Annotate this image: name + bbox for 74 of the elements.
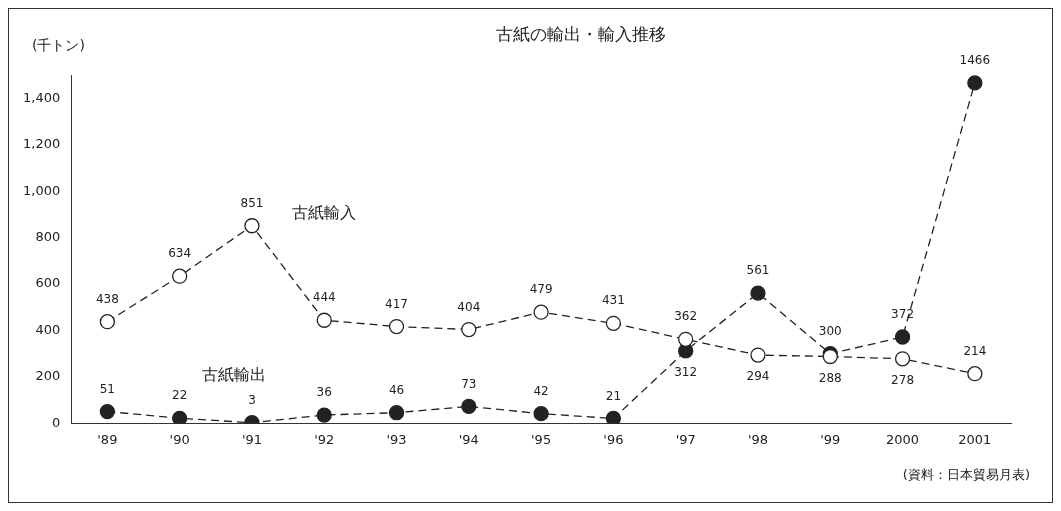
x-tick-label: '90 bbox=[169, 431, 190, 447]
data-label: 561 bbox=[746, 263, 770, 278]
x-tick-label: '97 bbox=[675, 431, 696, 447]
data-label: 634 bbox=[168, 246, 192, 261]
text: (資料：日本貿易月表) bbox=[902, 467, 1030, 483]
point bbox=[533, 406, 549, 422]
text: 古紙輸入 bbox=[291, 202, 356, 222]
point bbox=[316, 312, 332, 328]
data-label: 431 bbox=[601, 293, 625, 308]
point bbox=[461, 398, 477, 415]
data-label: 362 bbox=[674, 309, 698, 324]
y-tick-label: 1,200 bbox=[23, 136, 61, 152]
point bbox=[461, 321, 477, 338]
data-label: 3 bbox=[248, 392, 256, 407]
data-label: 1466 bbox=[959, 53, 991, 68]
x-tick-label: '95 bbox=[531, 431, 552, 447]
point bbox=[750, 347, 766, 363]
data-label: 22 bbox=[172, 388, 188, 403]
data-label: 294 bbox=[746, 369, 770, 384]
data-label: 372 bbox=[891, 307, 915, 322]
point bbox=[678, 331, 694, 347]
point bbox=[967, 75, 983, 91]
data-label: 21 bbox=[605, 388, 622, 403]
point bbox=[388, 318, 405, 335]
x-tick-label: '92 bbox=[314, 431, 335, 447]
point bbox=[172, 410, 188, 424]
point bbox=[605, 410, 622, 424]
y-tick-label: 0 bbox=[51, 414, 61, 430]
data-label: 479 bbox=[529, 282, 553, 297]
x-tick-label: '93 bbox=[386, 431, 407, 447]
data-label: 851 bbox=[240, 195, 264, 210]
x-tick-label: '96 bbox=[603, 431, 624, 447]
y-tick-label: 200 bbox=[35, 368, 61, 384]
x-tick-label: '91 bbox=[241, 431, 263, 447]
point bbox=[99, 314, 116, 330]
point bbox=[967, 366, 983, 382]
x-tick-label: '89 bbox=[97, 431, 118, 447]
point bbox=[388, 405, 405, 421]
point bbox=[244, 218, 260, 234]
point bbox=[605, 315, 622, 331]
y-axis-title: (千トン) bbox=[32, 36, 85, 53]
data-label: 46 bbox=[388, 382, 405, 397]
data-label: 42 bbox=[533, 383, 549, 398]
x-tick-label: 2000 bbox=[886, 431, 920, 447]
x-tick-label: '94 bbox=[458, 431, 479, 447]
data-label: 444 bbox=[312, 290, 336, 305]
data-label: 288 bbox=[818, 370, 842, 385]
data-label: 51 bbox=[99, 381, 115, 396]
point bbox=[316, 407, 332, 423]
text: 古紙輸出 bbox=[201, 365, 266, 385]
x-tick-label: '98 bbox=[747, 431, 769, 447]
point bbox=[750, 285, 766, 301]
point bbox=[533, 304, 549, 320]
data-label: 312 bbox=[674, 365, 698, 380]
data-label: 214 bbox=[963, 343, 987, 358]
data-label: 404 bbox=[457, 299, 481, 314]
point bbox=[99, 403, 116, 420]
data-label: 300 bbox=[818, 323, 842, 338]
x-tick-label: '99 bbox=[820, 431, 841, 447]
data-label: 36 bbox=[316, 385, 332, 400]
data-label: 417 bbox=[385, 296, 408, 311]
point bbox=[894, 351, 911, 367]
data-label: 278 bbox=[891, 372, 915, 387]
data-label: 438 bbox=[95, 291, 119, 306]
data-label: 73 bbox=[461, 376, 477, 391]
y-tick-label: 800 bbox=[35, 228, 61, 244]
chart-title: 古紙の輸出・輸入推移 bbox=[496, 24, 667, 45]
point bbox=[172, 268, 188, 284]
y-tick-label: 1,400 bbox=[23, 89, 61, 105]
point bbox=[894, 329, 911, 345]
y-tick-label: 1,000 bbox=[23, 182, 61, 198]
y-tick-label: 600 bbox=[35, 275, 61, 291]
x-tick-label: 2001 bbox=[958, 431, 992, 447]
y-tick-label: 400 bbox=[35, 321, 61, 337]
